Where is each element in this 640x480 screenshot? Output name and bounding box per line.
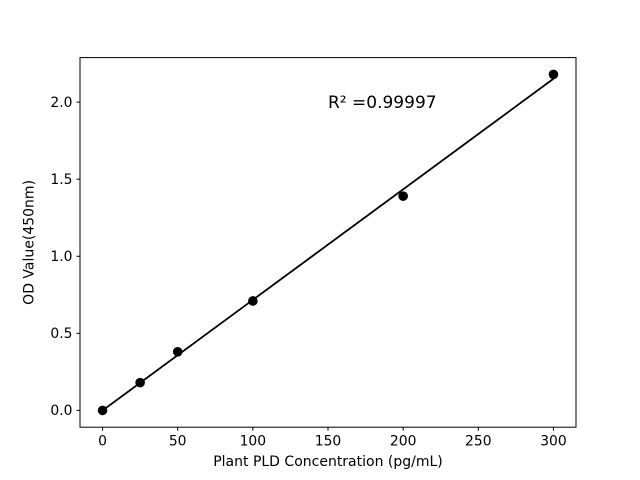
fit-line bbox=[102, 78, 554, 412]
y-axis-label: OD Value(450nm) bbox=[22, 180, 38, 305]
data-point bbox=[548, 69, 559, 80]
x-tick-label: 50 bbox=[169, 434, 187, 450]
y-tick-label: 0.0 bbox=[50, 403, 72, 419]
data-point bbox=[135, 377, 145, 388]
data-point bbox=[97, 405, 108, 416]
x-tick-label: 200 bbox=[390, 434, 417, 450]
data-point bbox=[172, 347, 183, 357]
x-tick-label: 100 bbox=[240, 434, 267, 450]
y-tick-label: 2.0 bbox=[50, 95, 72, 111]
r-squared-annotation: R² =0.99997 bbox=[328, 93, 437, 113]
x-axis-label: Plant PLD Concentration (pg/mL) bbox=[213, 454, 443, 470]
y-tick-label: 1.5 bbox=[50, 172, 72, 188]
y-tick-label: 0.5 bbox=[50, 326, 72, 342]
y-tick-label: 1.0 bbox=[50, 249, 72, 265]
data-point bbox=[248, 296, 258, 306]
x-tick-label: 250 bbox=[465, 434, 492, 450]
chart-root: 0 50 100 150 200 250 300 0.0 0.5 1.0 1.5 2.0 bbox=[50, 57, 577, 450]
data-point bbox=[398, 191, 408, 201]
x-tick-label: 300 bbox=[540, 434, 567, 450]
x-tick-label: 150 bbox=[315, 434, 342, 450]
x-tick-label: 0 bbox=[98, 434, 107, 450]
